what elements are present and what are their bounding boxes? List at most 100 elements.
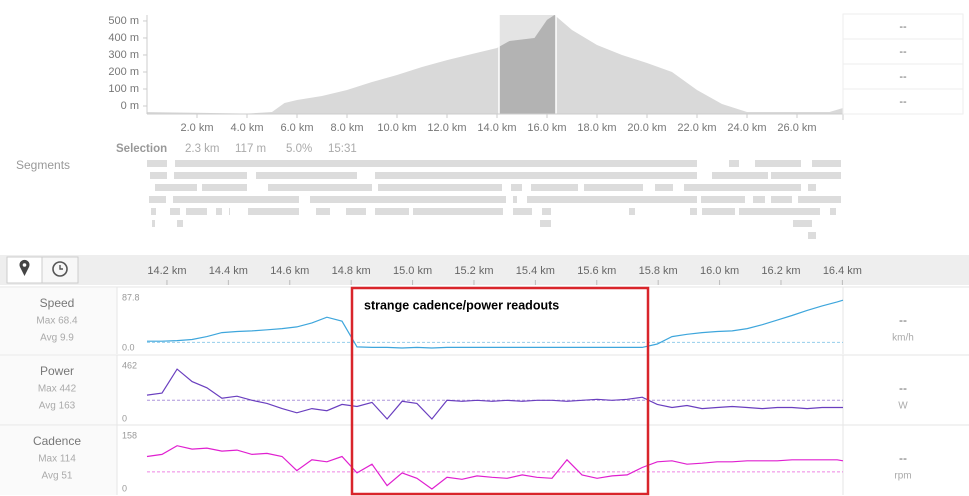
selection-time: 15:31 (328, 143, 357, 155)
segment-bar (175, 160, 697, 167)
selection-grade: 5.0% (286, 143, 312, 155)
y-tick-label: 0 (122, 483, 127, 493)
panel-label-bg (0, 426, 117, 495)
elevation-area (147, 15, 843, 114)
x-tick-label: 14.0 km (477, 122, 516, 134)
segment-bar (511, 184, 522, 191)
panel-label-bg (0, 288, 117, 354)
y-tick-label: 0 m (121, 100, 139, 112)
segment-bar (174, 172, 247, 179)
series-line (147, 299, 844, 349)
segment-bar (690, 208, 697, 215)
x-tick-label: 4.0 km (230, 122, 263, 134)
series-line (146, 445, 844, 490)
panel-avg: Avg 9.9 (40, 333, 74, 344)
x-tick-label: 15.6 km (577, 265, 616, 277)
segment-bar (378, 184, 502, 191)
y-tick-label: 300 m (108, 49, 139, 61)
segment-bar (542, 208, 551, 215)
segment-bar (798, 196, 841, 203)
segment-bar (793, 220, 812, 227)
segment-bar (684, 184, 801, 191)
panel-unit: km/h (892, 333, 914, 344)
segment-bar (771, 172, 841, 179)
segment-bar (202, 184, 247, 191)
panel-max: Max 442 (38, 384, 77, 395)
time-button[interactable] (41, 256, 79, 284)
x-tick-label: 14.6 km (270, 265, 309, 277)
segment-bar (310, 196, 506, 203)
summary-cell (842, 13, 964, 40)
segment-bar (216, 208, 222, 215)
segment-bar (812, 160, 841, 167)
panel-unit: W (898, 401, 908, 412)
panel-avg: Avg 51 (42, 471, 73, 482)
detail-charts: 14.2 km 14.4 km 14.6 km 14.8 km 15.0 km 15.2 … (0, 265, 969, 495)
segment-bar (771, 196, 792, 203)
annotation-box (350, 286, 650, 496)
panel-summary: -- (899, 313, 907, 327)
panel-max: Max 114 (38, 454, 76, 465)
elevation-chart: 500 m 400 m 300 m 200 m 100 m 0 m 2.0 km 4.0 km… (108, 13, 964, 155)
segment-bar (173, 196, 299, 203)
segment-bar (739, 208, 820, 215)
x-tick-label: 16.0 km (700, 265, 739, 277)
selection-elevation: 117 m (235, 143, 266, 155)
x-tick-label: 14.8 km (332, 265, 371, 277)
segment-bar (629, 208, 635, 215)
segment-bar (808, 184, 816, 191)
segment-bar (256, 172, 357, 179)
segment-bar (155, 184, 197, 191)
segment-bar (248, 208, 299, 215)
panel-avg: Avg 163 (39, 401, 76, 412)
summary-value: -- (899, 21, 907, 33)
panel-summary: -- (899, 381, 907, 395)
annotation-text: strange cadence/power readouts (364, 298, 559, 312)
x-tick-label: 15.8 km (639, 265, 678, 277)
y-tick-label: 500 m (108, 15, 139, 27)
segment-bar (229, 208, 230, 215)
x-tick-label: 8.0 km (330, 122, 363, 134)
panel-name: Speed (40, 296, 75, 310)
y-tick-label: 158 (122, 430, 137, 440)
summary-value: -- (899, 46, 907, 58)
x-tick-label: 6.0 km (280, 122, 313, 134)
segment-bar (702, 208, 735, 215)
panel-max: Max 68.4 (36, 316, 78, 327)
segment-bar (753, 196, 765, 203)
segment-bar (712, 172, 768, 179)
segment-bar (268, 184, 372, 191)
y-tick-label: 0 (122, 413, 127, 423)
summary-cell (842, 88, 964, 115)
selection-distance: 2.3 km (185, 143, 220, 155)
segment-bar (152, 220, 155, 227)
segment-bar (375, 208, 409, 215)
panel-label-bg (0, 356, 117, 425)
segment-bar (147, 160, 167, 167)
x-tick-label: 18.0 km (577, 122, 616, 134)
x-tick-label: 16.4 km (823, 265, 862, 277)
x-tick-label: 15.0 km (393, 265, 432, 277)
segment-bar (584, 184, 643, 191)
elevation-selected (499, 15, 556, 114)
y-tick-label: 400 m (108, 32, 139, 44)
segment-bar (151, 208, 156, 215)
y-tick-label: 100 m (108, 83, 139, 95)
panel-name: Power (40, 364, 74, 378)
x-tick-label: 15.4 km (516, 265, 555, 277)
segment-bar (729, 160, 739, 167)
y-tick-label: 462 (122, 360, 137, 370)
summary-value: -- (899, 96, 907, 108)
series-line (146, 368, 843, 420)
summary-value: -- (899, 71, 907, 83)
summary-cell (842, 63, 964, 90)
panel-name: Cadence (33, 434, 81, 448)
segment-bar (375, 172, 697, 179)
segment-bar (170, 208, 180, 215)
map-button[interactable] (6, 256, 43, 284)
summary-cell (842, 38, 964, 65)
x-tick-label: 14.2 km (147, 265, 186, 277)
x-tick-label: 26.0 km (777, 122, 816, 134)
